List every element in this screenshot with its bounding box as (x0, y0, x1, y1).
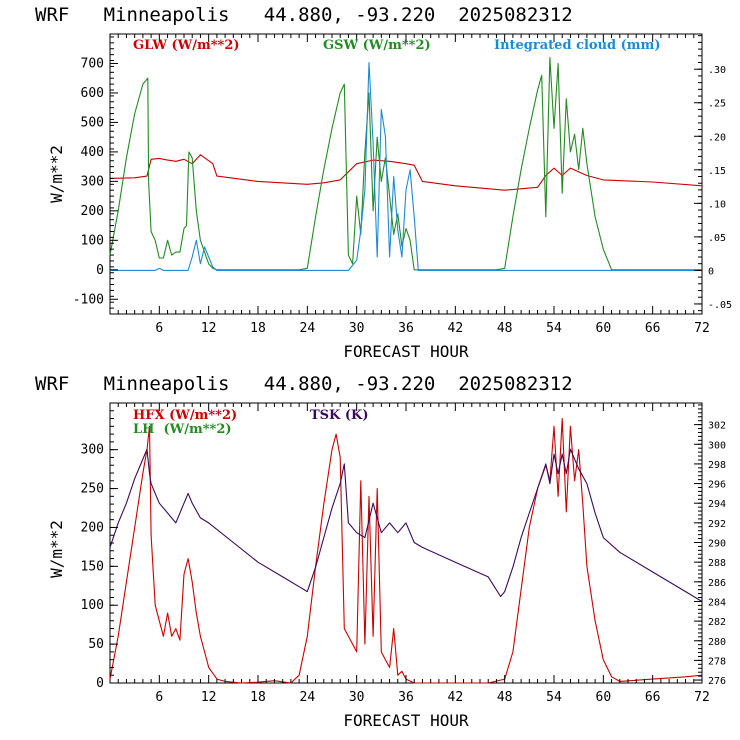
top-x-axis-label: FORECAST HOUR (343, 342, 469, 361)
top-y-tick-label-0: 0 (96, 263, 104, 278)
legend-glw: GLW (W/m**2) (133, 38, 240, 53)
top-y-tick-label-200: 200 (81, 204, 104, 219)
top-y2-tick-label-3: .10 (708, 199, 726, 210)
top-series-line-glw (109, 154, 703, 191)
bottom-plot-frame (109, 402, 703, 684)
bottom-y-tick-label-300: 300 (81, 443, 104, 458)
bottom-y2-tick-label-12: 300 (708, 440, 726, 451)
bottom-x-tick-label-6: 6 (155, 690, 163, 705)
legend-hfx: HFX (W/m**2) (133, 408, 237, 423)
bottom-x-tick-label-24: 24 (300, 690, 316, 705)
bottom-series-line-tsk (109, 448, 703, 602)
bottom-series-line-hfx (109, 418, 703, 684)
top-x-tick-label-60: 60 (596, 321, 612, 336)
top-y-tick-label-600: 600 (81, 86, 104, 101)
top-y2-tick-label-6: .25 (708, 99, 726, 110)
top-y-tick-label--100: -100 (73, 292, 104, 307)
bottom-x-tick-label-54: 54 (546, 690, 562, 705)
bottom-y2-tick-label-9: 294 (708, 499, 726, 510)
bottom-x-tick-label-42: 42 (448, 690, 464, 705)
top-series-line-integrated (110, 61, 702, 271)
bottom-y2-tick-label-4: 284 (708, 597, 726, 608)
top-x-tick-label-66: 66 (645, 321, 661, 336)
top-y-axis-label: W/m**2 (47, 145, 66, 203)
bottom-panel: WRF Minneapolis 44.880, -93.220 20250823… (35, 373, 726, 730)
bottom-y-tick-label-200: 200 (81, 520, 104, 535)
bottom-x-tick-label-30: 30 (349, 690, 365, 705)
legend-gsw: GSW (W/m**2) (323, 38, 431, 53)
legend-lh: LH (W/m**2) (133, 422, 232, 437)
bottom-x-tick-label-12: 12 (201, 690, 217, 705)
bottom-x-tick-label-60: 60 (596, 690, 612, 705)
top-x-tick-label-30: 30 (349, 321, 365, 336)
bottom-x-tick-label-48: 48 (497, 690, 513, 705)
bottom-y2-tick-label-13: 302 (708, 421, 726, 432)
top-x-tick-label-24: 24 (300, 321, 316, 336)
top-y2-tick-label-7: .30 (708, 65, 726, 76)
top-plot-frame (109, 33, 703, 315)
bottom-y-axis-label: W/m**2 (47, 520, 66, 578)
legend-integrated-cloud: Integrated cloud (mm) (494, 38, 660, 53)
bottom-y-tick-label-100: 100 (81, 598, 104, 613)
top-y2-tick-label-4: .15 (708, 166, 726, 177)
top-y-tick-label-700: 700 (81, 56, 104, 71)
top-y-tick-label-500: 500 (81, 115, 104, 130)
top-series-line-gsw (109, 57, 702, 271)
bottom-y-tick-label-250: 250 (81, 482, 104, 497)
bottom-y-tick-label-50: 50 (88, 637, 104, 652)
top-panel: WRF Minneapolis 44.880, -93.220 20250823… (35, 4, 732, 361)
bottom-y2-tick-label-5: 286 (708, 578, 726, 589)
bottom-y-tick-label-0: 0 (96, 676, 104, 691)
top-x-tick-label-54: 54 (546, 321, 562, 336)
top-y2-tick-label-1: 0 (708, 266, 714, 277)
bottom-y2-tick-label-10: 296 (708, 480, 726, 491)
top-y2-tick-label-5: .20 (708, 132, 726, 143)
bottom-x-axis-label: FORECAST HOUR (343, 711, 469, 730)
top-y-tick-label-300: 300 (81, 174, 104, 189)
bottom-y-tick-label-150: 150 (81, 559, 104, 574)
top-x-tick-label-42: 42 (448, 321, 464, 336)
top-x-tick-label-36: 36 (398, 321, 414, 336)
bottom-x-tick-label-18: 18 (250, 690, 266, 705)
legend-tsk: TSK (K) (310, 408, 369, 423)
bottom-x-tick-label-72: 72 (694, 690, 710, 705)
top-x-tick-label-6: 6 (155, 321, 163, 336)
top-x-tick-label-72: 72 (694, 321, 710, 336)
top-y2-tick-label-0: -.05 (708, 300, 732, 311)
bottom-y2-tick-label-1: 278 (708, 656, 726, 667)
top-x-tick-label-48: 48 (497, 321, 513, 336)
bottom-x-tick-label-66: 66 (645, 690, 661, 705)
top-y2-tick-label-2: .05 (708, 233, 726, 244)
top-x-tick-label-12: 12 (201, 321, 217, 336)
bottom-y2-tick-label-2: 280 (708, 637, 726, 648)
bottom-y2-tick-label-11: 298 (708, 460, 726, 471)
bottom-y2-tick-label-0: 276 (708, 676, 726, 687)
bottom-y2-tick-label-6: 288 (708, 558, 726, 569)
top-chart-title: WRF Minneapolis 44.880, -93.220 20250823… (35, 4, 573, 26)
bottom-y2-tick-label-8: 292 (708, 519, 726, 530)
bottom-y2-tick-label-3: 282 (708, 617, 726, 628)
top-y-tick-label-400: 400 (81, 145, 104, 160)
top-x-tick-label-18: 18 (250, 321, 266, 336)
bottom-chart-title: WRF Minneapolis 44.880, -93.220 20250823… (35, 373, 573, 395)
top-y-tick-label-100: 100 (81, 233, 104, 248)
bottom-y2-tick-label-7: 290 (708, 539, 726, 550)
bottom-x-tick-label-36: 36 (398, 690, 414, 705)
